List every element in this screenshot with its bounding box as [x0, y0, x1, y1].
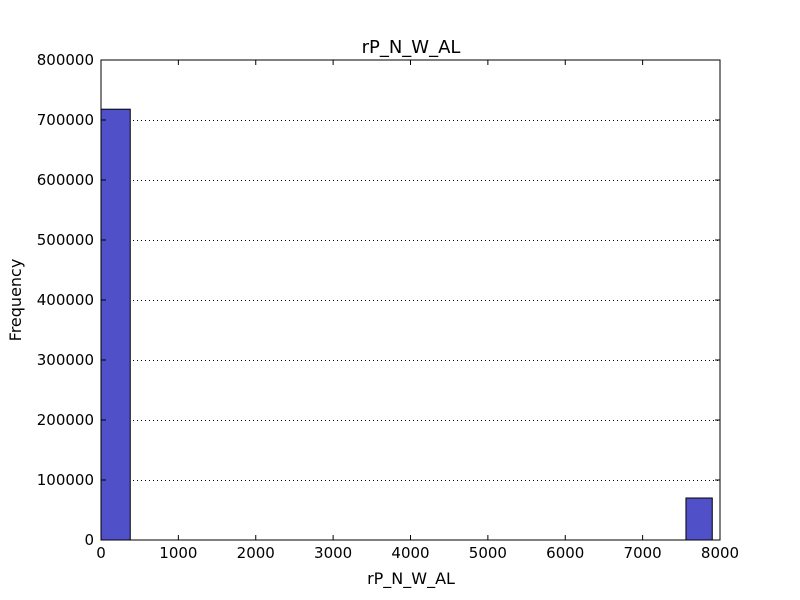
chart-title: rP_N_W_AL	[362, 37, 461, 58]
x-tick-label: 7000	[624, 544, 662, 562]
y-tick-label: 800000	[37, 51, 94, 69]
bars	[100, 108, 713, 541]
y-tick-label: 300000	[37, 351, 94, 369]
x-tick-label: 1000	[159, 544, 197, 562]
y-tick-label: 700000	[37, 111, 94, 129]
x-axis-label: rP_N_W_AL	[367, 569, 455, 589]
x-tick-label: 6000	[546, 544, 584, 562]
y-axis-label: Frequency	[6, 259, 25, 342]
y-tick-label: 400000	[37, 291, 94, 309]
x-tick-label: 3000	[314, 544, 352, 562]
y-tick-label: 500000	[37, 231, 94, 249]
y-tick-label: 0	[84, 531, 94, 549]
x-tick-label: 0	[96, 544, 106, 562]
x-tick-labels: 0 1000 2000 3000 4000 5000 6000 7000 8000	[96, 544, 739, 562]
x-tick-label: 2000	[237, 544, 275, 562]
grid-lines	[101, 120, 720, 481]
y-tick-label: 100000	[37, 471, 94, 489]
x-tick-label: 8000	[701, 544, 739, 562]
y-tick-labels: 0 100000 200000 300000 400000 500000 600000 700…	[37, 51, 94, 549]
histogram-bar	[685, 497, 713, 541]
y-tick-label: 600000	[37, 171, 94, 189]
x-tick-label: 4000	[391, 544, 429, 562]
histogram-bar	[100, 108, 131, 541]
x-tick-label: 5000	[469, 544, 507, 562]
axis-ticks	[100, 59, 721, 541]
y-tick-label: 200000	[37, 411, 94, 429]
